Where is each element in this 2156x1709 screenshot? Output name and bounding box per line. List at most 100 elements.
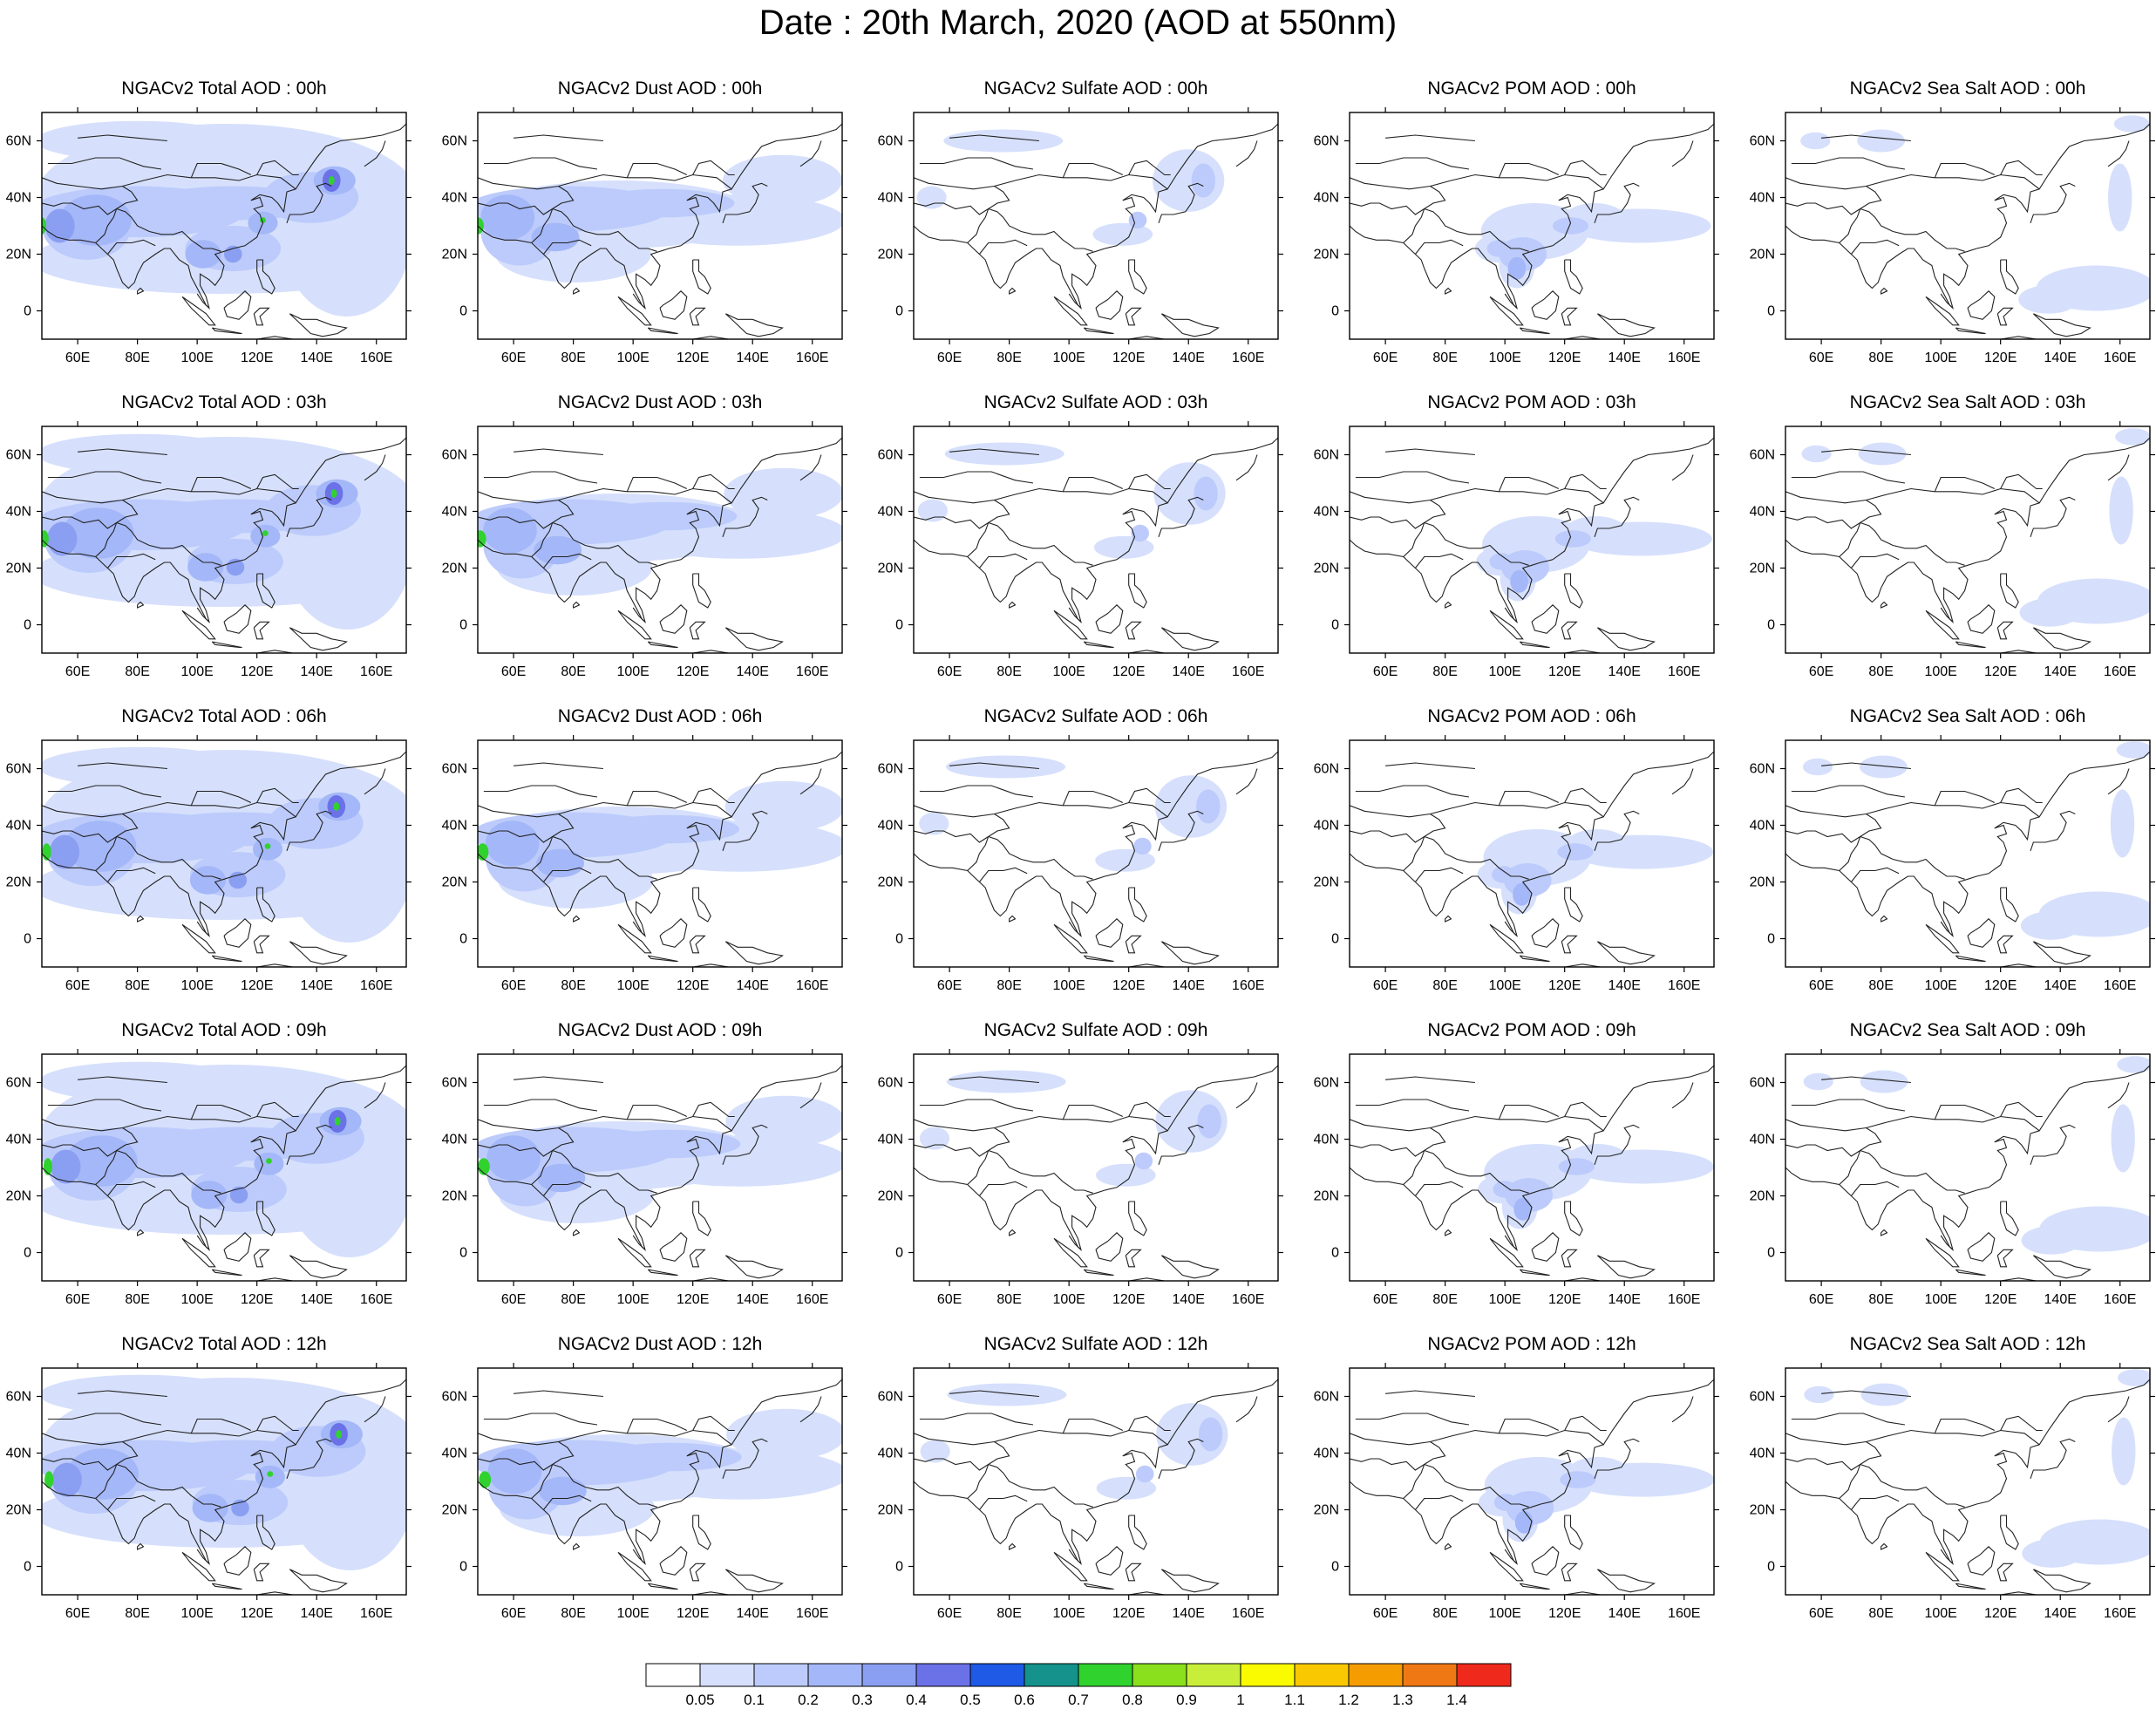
coastline xyxy=(689,1563,706,1582)
coastline xyxy=(1385,762,1475,770)
panel-title: NGACv2 POM AOD : 12h xyxy=(1427,1334,1636,1354)
lon-tick-label: 120E xyxy=(677,351,709,365)
coastline xyxy=(1519,1583,1550,1590)
aod-plume xyxy=(264,843,271,849)
lat-tick-label: 60N xyxy=(1750,762,1775,777)
coastline xyxy=(1062,790,1124,807)
coastline xyxy=(1671,140,1694,167)
coastline xyxy=(1955,1269,1986,1277)
lat-tick-label: 20N xyxy=(6,562,31,576)
coastline xyxy=(478,500,575,529)
coastline xyxy=(1561,1563,1578,1582)
coastline xyxy=(42,186,139,215)
colorbar-label: 1 xyxy=(1236,1692,1245,1708)
coastline xyxy=(1083,955,1114,963)
coastline xyxy=(1785,1441,1882,1471)
coastline xyxy=(483,471,598,484)
colorbar-label: 0.9 xyxy=(1176,1692,1197,1708)
map-frame xyxy=(1349,739,1715,968)
coastline xyxy=(914,1130,1168,1252)
coastline xyxy=(1839,208,1861,243)
aod-plume xyxy=(724,780,842,833)
lon-tick-label: 100E xyxy=(616,1292,649,1307)
coastline xyxy=(513,1076,603,1084)
lat-tick-label: 0 xyxy=(1331,618,1339,633)
lon-tick-label: 100E xyxy=(180,978,213,993)
lon-tick-label: 100E xyxy=(616,664,649,679)
coastline xyxy=(364,1082,386,1109)
panel-title: NGACv2 Dust AOD : 03h xyxy=(557,392,763,412)
lat-tick-label: 60N xyxy=(442,1076,467,1091)
aod-plume xyxy=(228,871,248,889)
coastline xyxy=(626,790,688,807)
lon-tick-label: 120E xyxy=(1548,664,1581,679)
lat-tick-label: 40N xyxy=(6,1447,31,1461)
coastline xyxy=(1009,915,1017,923)
coastline xyxy=(692,1591,783,1595)
coastline xyxy=(286,496,332,537)
lon-tick-label: 60E xyxy=(937,1606,962,1621)
lat-tick-label: 40N xyxy=(1750,819,1775,834)
lon-tick-label: 140E xyxy=(1608,664,1641,679)
coastline xyxy=(42,814,139,843)
coastline xyxy=(692,650,783,653)
lat-tick-label: 60N xyxy=(1750,134,1775,149)
coastline xyxy=(190,1104,252,1120)
aod-plume xyxy=(483,507,537,554)
lat-tick-label: 20N xyxy=(442,248,467,262)
lat-tick-label: 20N xyxy=(6,1503,31,1518)
coastline xyxy=(2000,1415,2043,1432)
aod-plume xyxy=(723,154,842,207)
aod-plume xyxy=(192,1494,228,1522)
coastline xyxy=(190,162,252,179)
coastline xyxy=(1531,1232,1560,1262)
aod-map: 60E 80E 100E 120E 140E 160E 0 20N 40N 60N xyxy=(1750,421,2155,679)
lat-tick-label: 60N xyxy=(1750,448,1775,463)
lon-tick-label: 140E xyxy=(737,1606,769,1621)
panel-title: NGACv2 Sulfate AOD : 00h xyxy=(983,78,1208,99)
map-frame xyxy=(477,112,843,340)
coastline xyxy=(919,157,1034,170)
coastline xyxy=(137,601,145,609)
map-panel: NGACv2 Total AOD : 09h 60E 80E 100E 120E 140E… xyxy=(6,1020,411,1307)
coastline xyxy=(1125,1249,1142,1268)
coastline xyxy=(692,573,711,609)
coastline xyxy=(1350,1444,1604,1566)
coastline xyxy=(1785,816,2040,938)
coastline xyxy=(1564,160,1607,176)
aod-map: 60E 80E 100E 120E 140E 160E 0 20N 40N 60N xyxy=(6,421,411,679)
lat-tick-label: 40N xyxy=(442,191,467,206)
lat-tick-label: 60N xyxy=(878,1076,903,1091)
coastline xyxy=(256,963,347,967)
lat-tick-label: 40N xyxy=(878,1447,903,1461)
lon-tick-label: 60E xyxy=(501,1606,526,1621)
lon-tick-label: 80E xyxy=(1432,351,1457,365)
coastline xyxy=(1414,867,1464,882)
lat-tick-label: 20N xyxy=(1314,875,1339,890)
coastline xyxy=(1095,918,1124,948)
coastline xyxy=(573,1542,581,1550)
coastline xyxy=(1498,476,1560,493)
coastline xyxy=(256,336,347,339)
aod-plume xyxy=(1135,1465,1154,1483)
aod-map: 60E 80E 100E 120E 140E 160E 0 20N 40N 60N xyxy=(442,1363,847,1621)
lon-tick-label: 100E xyxy=(1924,1292,1956,1307)
coastline xyxy=(253,1563,270,1582)
lat-tick-label: 20N xyxy=(1314,562,1339,576)
lon-tick-label: 80E xyxy=(1868,351,1893,365)
lon-tick-label: 80E xyxy=(996,351,1021,365)
coastline xyxy=(2000,650,2091,653)
aod-plume xyxy=(1514,1510,1534,1534)
coastline xyxy=(256,1277,347,1281)
coastline xyxy=(725,1255,784,1279)
coastline xyxy=(256,160,299,176)
coastline xyxy=(1235,1396,1258,1423)
coastline xyxy=(181,923,216,954)
map-frame xyxy=(1349,112,1715,340)
lat-tick-label: 0 xyxy=(24,932,31,947)
aod-plume xyxy=(597,1129,741,1159)
panel-title: NGACv2 Dust AOD : 09h xyxy=(557,1020,763,1040)
lat-tick-label: 0 xyxy=(1767,1246,1775,1261)
coastline xyxy=(253,1249,270,1268)
lon-tick-label: 80E xyxy=(996,664,1021,679)
